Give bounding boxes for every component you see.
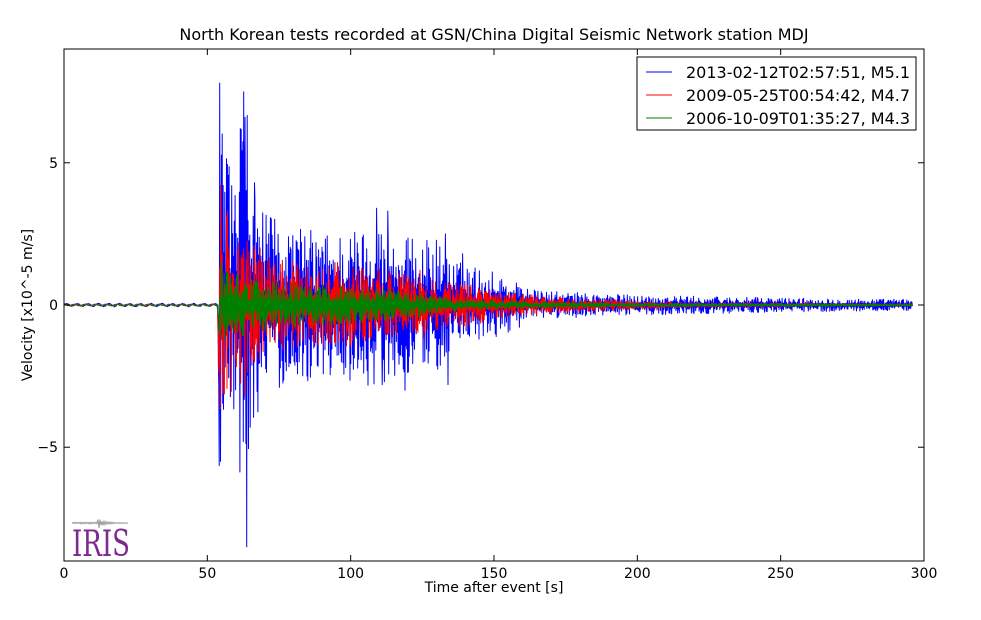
y-tick-label: −5 xyxy=(37,440,58,456)
iris-logo: IRIS xyxy=(71,519,130,565)
x-tick-label: 300 xyxy=(911,566,938,582)
y-tick-label: 5 xyxy=(49,156,58,172)
legend-label: 2013-02-12T02:57:51, M5.1 xyxy=(686,63,910,82)
x-axis-label: Time after event [s] xyxy=(424,580,564,596)
legend-frame xyxy=(636,56,917,131)
y-axis: −5 0 5 xyxy=(37,156,924,456)
y-axis-label: Velocity [x10^-5 m/s] xyxy=(20,229,36,381)
x-tick-label: 200 xyxy=(624,566,651,582)
legend-label: 2006-10-09T01:35:27, M4.3 xyxy=(686,109,910,128)
series-layer xyxy=(63,82,913,548)
chart-title: North Korean tests recorded at GSN/China… xyxy=(179,25,808,44)
x-tick-label: 50 xyxy=(198,566,216,582)
x-tick-label: 0 xyxy=(60,566,69,582)
logo-text: IRIS xyxy=(72,524,130,565)
logo-seismogram-icon xyxy=(71,519,129,528)
x-tick-label: 250 xyxy=(767,566,794,582)
series-line-1 xyxy=(63,82,913,548)
legend: 2013-02-12T02:57:51, M5.1 2009-05-25T00:5… xyxy=(636,56,917,131)
y-tick-label: 0 xyxy=(49,298,58,314)
legend-label: 2009-05-25T00:54:42, M4.7 xyxy=(686,86,910,105)
x-axis: 0 50 100 150 200 250 300 xyxy=(60,49,938,582)
x-tick-label: 150 xyxy=(481,566,508,582)
x-tick-label: 100 xyxy=(337,566,364,582)
series-line-3 xyxy=(63,261,913,340)
plot-area: 0 50 100 150 200 250 300 −5 0 5 xyxy=(37,48,938,582)
